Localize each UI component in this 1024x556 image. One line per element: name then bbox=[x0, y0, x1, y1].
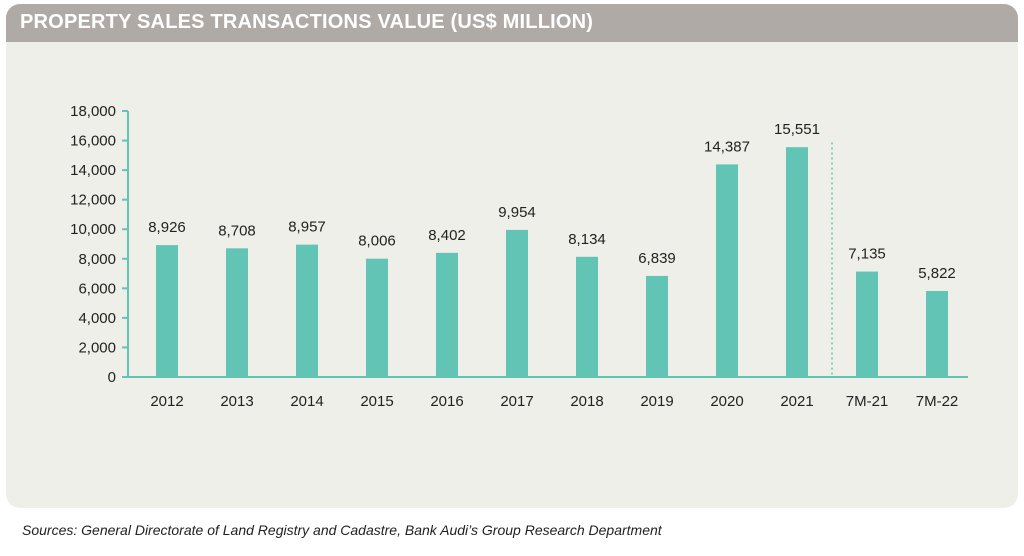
bar bbox=[576, 256, 598, 377]
x-tick-label: 2013 bbox=[220, 393, 253, 410]
data-label: 8,134 bbox=[568, 231, 606, 248]
bar bbox=[926, 290, 948, 377]
y-tick-label: 0 bbox=[108, 369, 116, 386]
x-tick-label: 2019 bbox=[640, 393, 673, 410]
bar bbox=[366, 258, 388, 377]
data-label: 8,708 bbox=[218, 222, 256, 239]
x-tick-label: 2014 bbox=[290, 393, 323, 410]
source-note: Sources: General Directorate of Land Reg… bbox=[22, 522, 662, 538]
bar bbox=[716, 164, 738, 377]
bar bbox=[646, 275, 668, 377]
data-label: 8,957 bbox=[288, 219, 326, 236]
y-tick-label: 2,000 bbox=[78, 339, 116, 356]
x-tick-label: 2021 bbox=[780, 393, 813, 410]
x-tick-label: 7M-22 bbox=[916, 393, 959, 410]
bar bbox=[296, 244, 318, 377]
data-label: 14,387 bbox=[704, 138, 750, 155]
x-tick-label: 2015 bbox=[360, 393, 393, 410]
y-tick-label: 4,000 bbox=[78, 310, 116, 327]
bar bbox=[436, 252, 458, 377]
y-tick-label: 10,000 bbox=[70, 221, 116, 238]
chart-title: PROPERTY SALES TRANSACTIONS VALUE (US$ M… bbox=[20, 11, 594, 33]
y-tick-label: 6,000 bbox=[78, 280, 116, 297]
x-tick-label: 2016 bbox=[430, 393, 463, 410]
y-tick-label: 18,000 bbox=[70, 103, 116, 120]
data-label: 8,006 bbox=[358, 233, 396, 250]
x-tick-label: 2020 bbox=[710, 393, 743, 410]
data-label: 5,822 bbox=[918, 265, 956, 282]
title-bar: PROPERTY SALES TRANSACTIONS VALUE (US$ M… bbox=[6, 4, 1018, 42]
bar bbox=[226, 248, 248, 377]
data-label: 15,551 bbox=[774, 121, 820, 138]
x-tick-label: 2017 bbox=[500, 393, 533, 410]
bar bbox=[786, 147, 808, 377]
x-tick-label: 7M-21 bbox=[846, 393, 889, 410]
x-tick-label: 2012 bbox=[150, 393, 183, 410]
y-tick-label: 12,000 bbox=[70, 192, 116, 209]
bar bbox=[156, 245, 178, 377]
y-tick-label: 8,000 bbox=[78, 251, 116, 268]
y-tick-label: 16,000 bbox=[70, 133, 116, 150]
bar bbox=[506, 229, 528, 377]
x-tick-label: 2018 bbox=[570, 393, 603, 410]
data-label: 7,135 bbox=[848, 246, 886, 263]
bar bbox=[856, 271, 878, 377]
data-label: 9,954 bbox=[498, 204, 536, 221]
data-label: 8,926 bbox=[148, 219, 186, 236]
data-label: 8,402 bbox=[428, 227, 466, 244]
data-label: 6,839 bbox=[638, 250, 676, 267]
y-tick-label: 14,000 bbox=[70, 162, 116, 179]
